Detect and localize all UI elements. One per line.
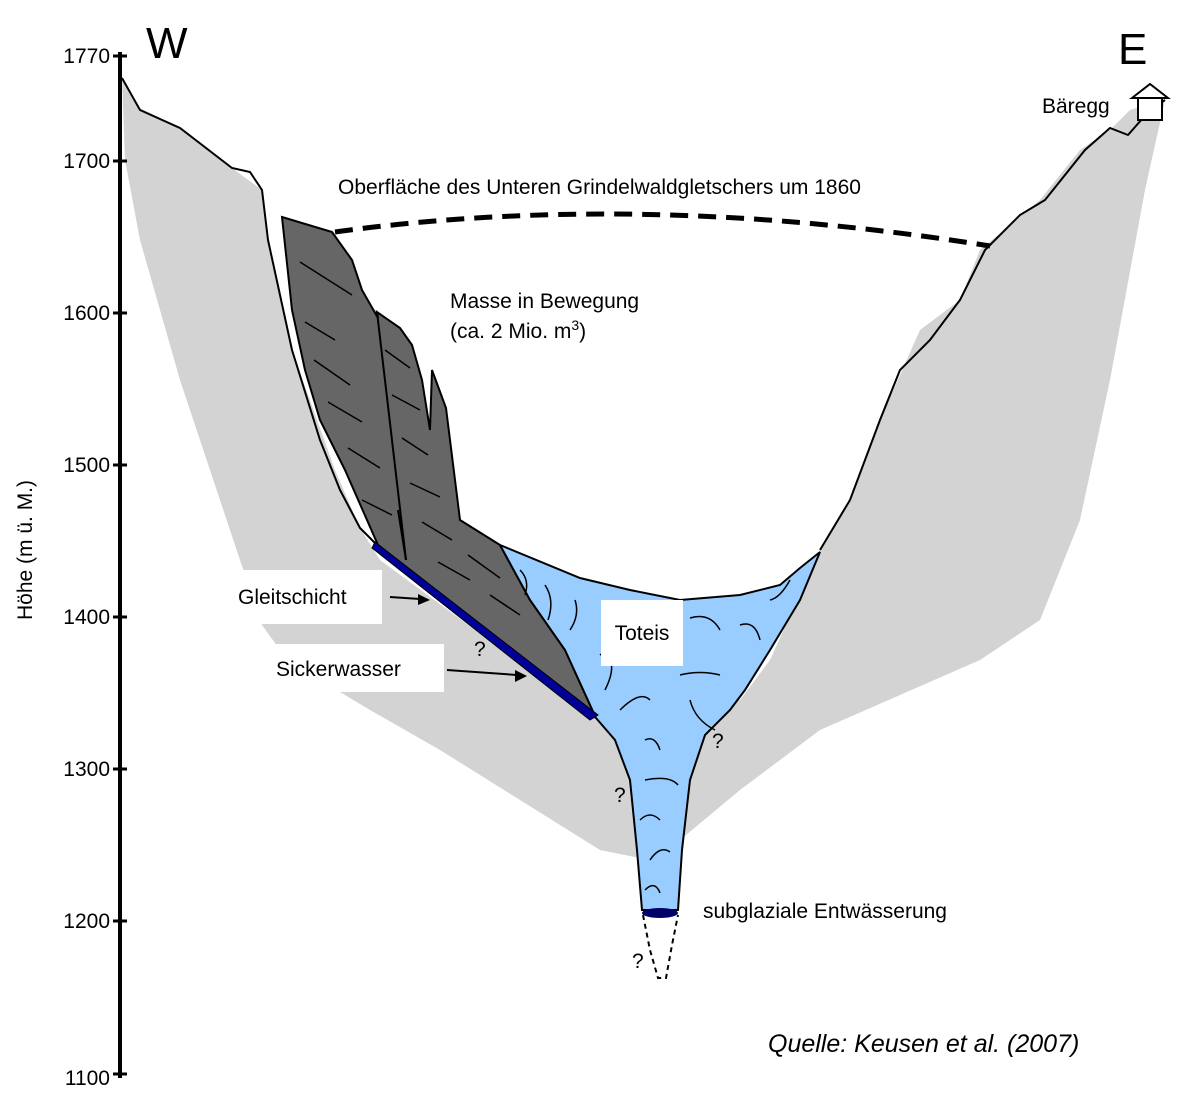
mass-line2-sup: 3 — [571, 317, 579, 333]
slip-layer — [371, 541, 599, 721]
mass-line2-suffix: ) — [579, 320, 586, 343]
label-subglacial: subglaziale Entwässerung — [703, 900, 947, 923]
dead-ice — [497, 542, 821, 911]
block-boundary — [376, 311, 407, 561]
mass-line2-prefix: (ca. 2 Mio. m — [450, 320, 571, 343]
sickerwasser-arrow — [446, 669, 518, 676]
ice-cracks — [519, 569, 791, 894]
axis-title: Höhe (m ü. M.) — [14, 480, 37, 620]
tick-label-1770: 1770 — [63, 45, 110, 68]
sickerwasser-arrowhead — [515, 670, 527, 682]
question-mark-east: ? — [712, 730, 724, 753]
gleitschicht-box — [224, 570, 382, 624]
tick-label-1400: 1400 — [63, 606, 110, 629]
tick-label-1600: 1600 — [63, 302, 110, 325]
label-toteis: Toteis — [615, 622, 670, 645]
question-mark-bottom: ? — [632, 950, 644, 973]
tick-label-1100: 1100 — [65, 1067, 110, 1090]
label-gleitschicht: Gleitschicht — [238, 586, 347, 609]
toteis-box — [601, 600, 683, 666]
gleitschicht-arrow — [389, 596, 421, 600]
moving-mass — [280, 215, 597, 719]
sickerwasser-box — [262, 644, 444, 692]
label-sickerwasser: Sickerwasser — [276, 658, 401, 681]
label-mass-line2: (ca. 2 Mio. m3) — [450, 317, 586, 343]
hypothetical-channel — [642, 914, 679, 979]
gleitschicht-arrowhead — [418, 594, 430, 605]
mass-hatching — [299, 261, 521, 616]
hut-icon — [1129, 82, 1171, 121]
compass-west: W — [146, 19, 188, 68]
label-baeregg: Bäregg — [1042, 95, 1110, 118]
tick-label-1300: 1300 — [63, 758, 110, 781]
question-mark-west: ? — [614, 784, 626, 807]
label-glacier-surface: Oberfläche des Unteren Grindelwaldgletsc… — [338, 176, 861, 199]
compass-east: E — [1118, 25, 1147, 74]
y-axis-ticks — [113, 54, 127, 1076]
tick-label-1500: 1500 — [63, 454, 110, 477]
glacier-surface-1860 — [334, 211, 991, 249]
block-boundary — [397, 509, 407, 561]
valley-surface-west — [121, 77, 379, 547]
valley-surface-east — [819, 99, 1166, 551]
tick-label-1200: 1200 — [63, 910, 110, 933]
label-source: Quelle: Keusen et al. (2007) — [768, 1030, 1079, 1058]
label-mass-line1: Masse in Bewegung — [450, 290, 639, 313]
question-mark-slip: ? — [474, 638, 486, 661]
tick-label-1700: 1700 — [63, 150, 110, 173]
subglacial-drainage — [642, 908, 678, 918]
